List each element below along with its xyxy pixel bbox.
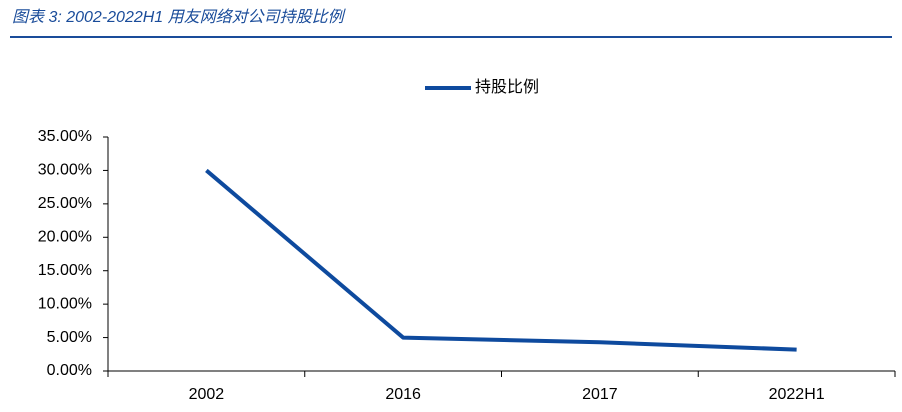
chart-title: 图表 3: 2002-2022H1 用友网络对公司持股比例 <box>12 8 347 26</box>
y-tick-label: 15.00% <box>38 262 92 279</box>
x-tick-label: 2022H1 <box>769 386 825 403</box>
y-tick-label: 10.00% <box>38 295 92 312</box>
legend-label: 持股比例 <box>475 78 539 96</box>
y-tick-label: 30.00% <box>38 162 92 179</box>
x-tick-label: 2002 <box>189 386 225 403</box>
y-tick-label: 5.00% <box>47 329 92 346</box>
y-tick-label: 20.00% <box>38 229 92 246</box>
y-tick-label: 0.00% <box>47 362 92 379</box>
y-tick-label: 25.00% <box>38 195 92 212</box>
series-line <box>205 168 797 352</box>
x-tick-label: 2016 <box>385 386 421 403</box>
y-tick-label: 35.00% <box>38 128 92 145</box>
x-tick-label: 2017 <box>582 386 618 403</box>
